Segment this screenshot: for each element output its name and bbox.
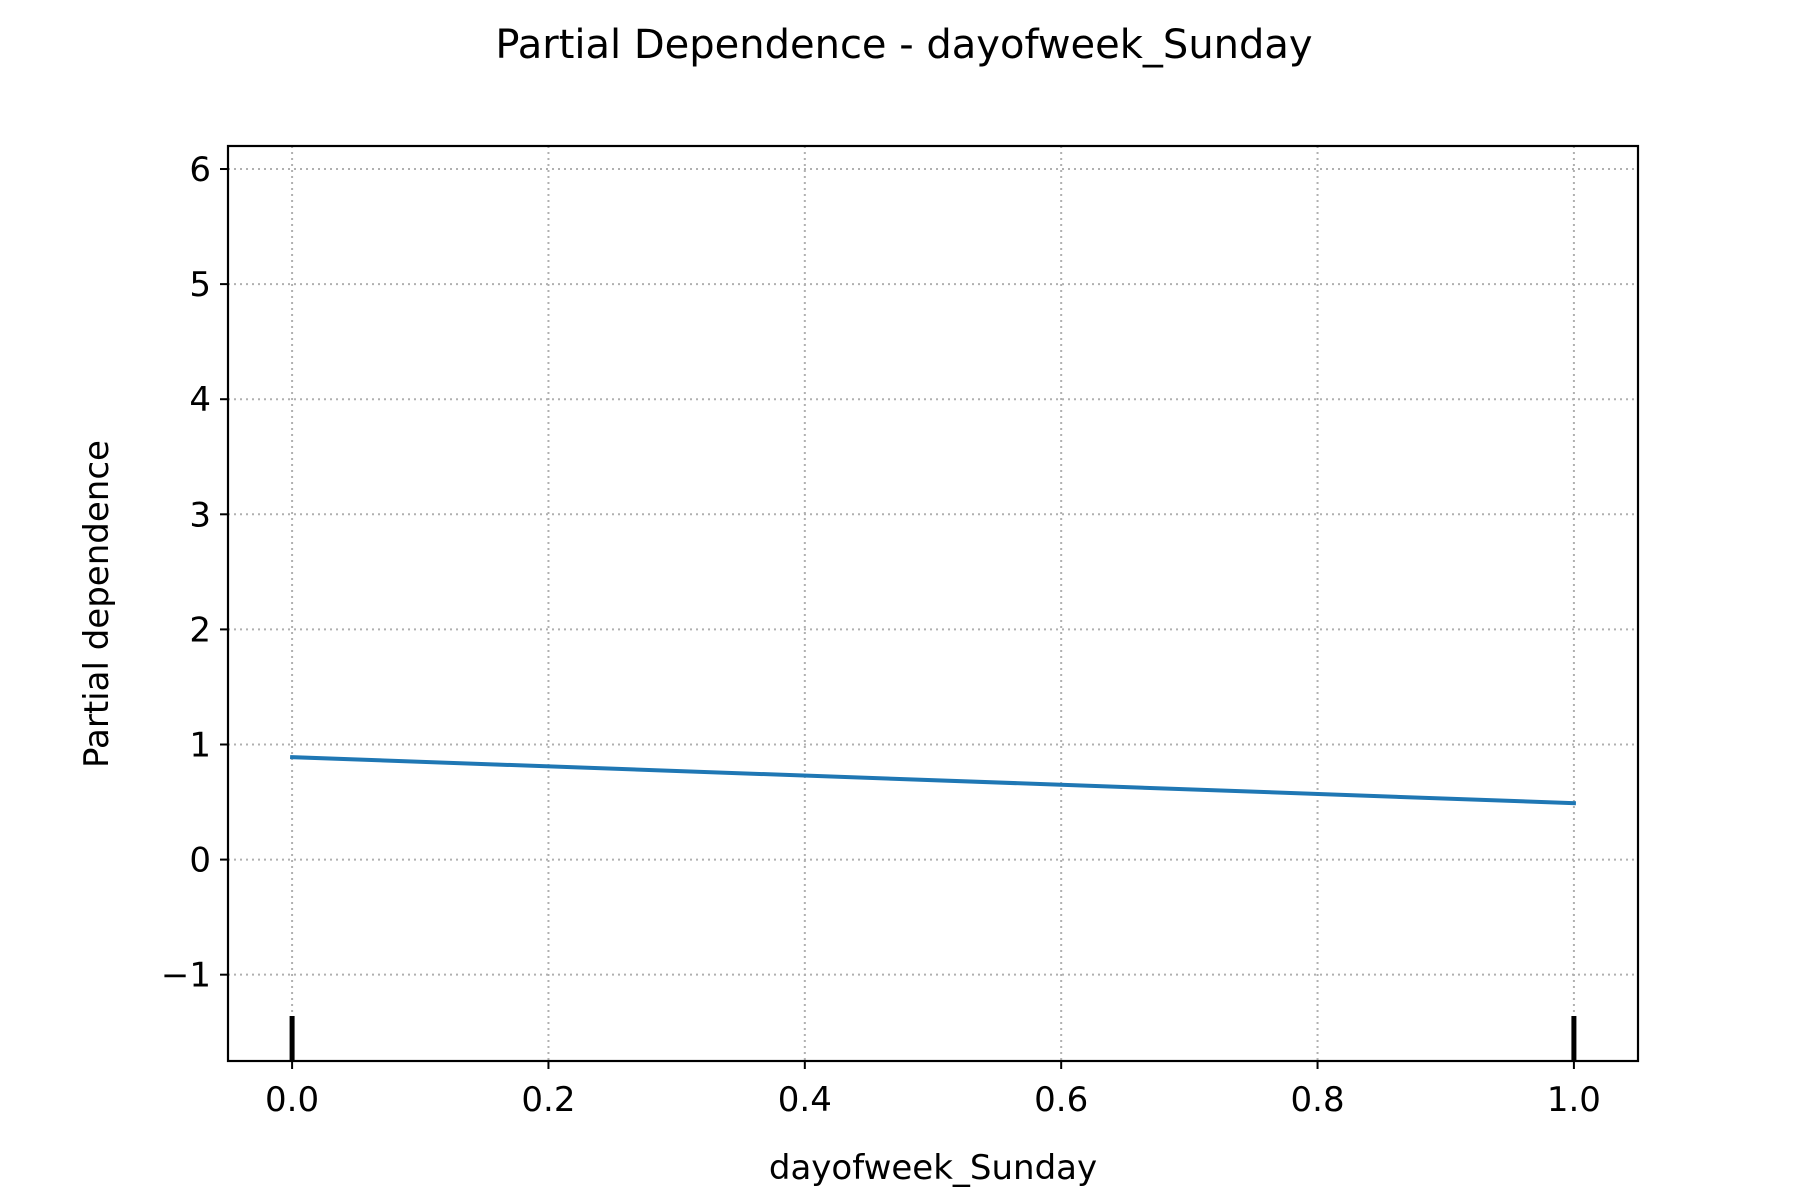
y-axis-label: Partial dependence — [77, 440, 117, 768]
x-tick-label: 0.6 — [1034, 1080, 1088, 1120]
x-tick-label: 0.2 — [521, 1080, 575, 1120]
chart-title: Partial Dependence - dayofweek_Sunday — [495, 22, 1312, 68]
x-axis-label: dayofweek_Sunday — [769, 1148, 1097, 1188]
series-layer — [290, 755, 1576, 806]
x-tick-label: 0.0 — [265, 1080, 319, 1120]
rug-layer — [289, 1016, 1577, 1061]
y-tick-label: −1 — [161, 956, 211, 996]
partial-dependence-line — [290, 755, 1576, 806]
y-tick-label: 1 — [189, 725, 211, 765]
plot-frame — [226, 144, 1640, 1063]
x-tick-label: 1.0 — [1547, 1080, 1601, 1120]
y-tick-label: 2 — [189, 610, 211, 650]
y-tick-label: 5 — [189, 265, 211, 305]
x-axis-ticks: 0.0 0.2 0.4 0.6 0.8 1.0 — [265, 1061, 1601, 1120]
y-axis-ticks: −1 0 1 2 3 4 5 6 — [161, 150, 228, 996]
y-tick-label: 4 — [189, 380, 211, 420]
x-tick-label: 0.8 — [1291, 1080, 1345, 1120]
grid — [228, 146, 1638, 1061]
y-tick-label: 0 — [189, 841, 211, 881]
x-tick-label: 0.4 — [778, 1080, 832, 1120]
y-tick-label: 6 — [189, 150, 211, 190]
y-tick-label: 3 — [189, 495, 211, 535]
